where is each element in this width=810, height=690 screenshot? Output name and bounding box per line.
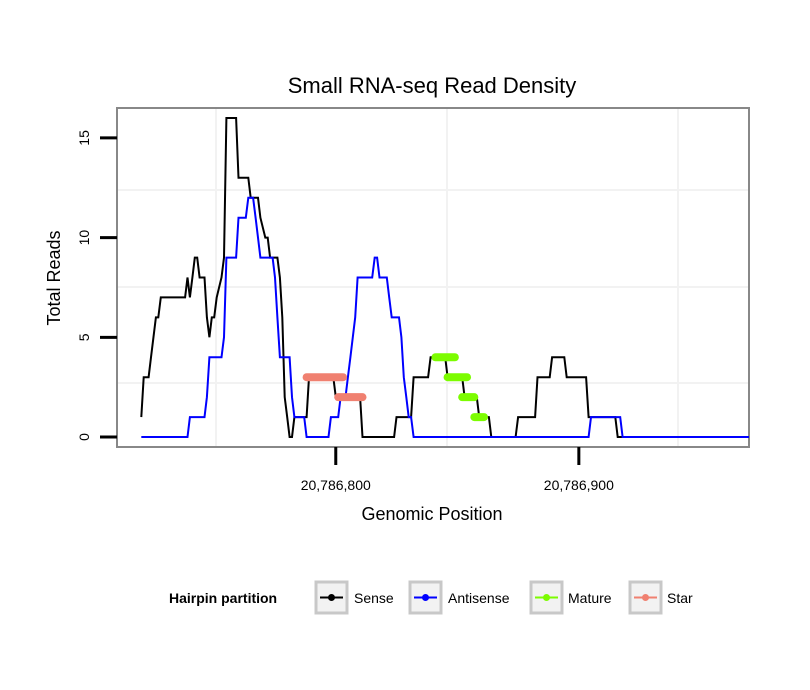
legend: Hairpin partition Sense Antisense Mature St… — [169, 580, 693, 615]
y-tick-label: 5 — [76, 333, 92, 341]
antisense-line — [141, 196, 749, 438]
legend-key-dot — [422, 594, 429, 601]
legend-key-dot — [543, 594, 550, 601]
x-tick-label: 20,786,900 — [544, 477, 614, 493]
legend-label-antisense: Antisense — [448, 590, 510, 606]
y-axis: 0 5 10 15 — [76, 130, 117, 441]
series-layer — [140, 117, 749, 438]
legend-key-dot — [328, 594, 335, 601]
y-tick-label: 10 — [76, 230, 92, 246]
y-axis-title: Total Reads — [44, 230, 64, 325]
x-axis-title: Genomic Position — [361, 504, 502, 524]
x-axis: 20,786,800 20,786,900 — [301, 447, 614, 493]
legend-label-star: Star — [667, 590, 693, 606]
legend-label-mature: Mature — [568, 590, 612, 606]
x-tick-label: 20,786,800 — [301, 477, 371, 493]
legend-title: Hairpin partition — [169, 590, 277, 606]
y-tick-label: 15 — [76, 130, 92, 146]
legend-key-dot — [642, 594, 649, 601]
chart-title: Small RNA-seq Read Density — [288, 73, 577, 98]
legend-label-sense: Sense — [354, 590, 394, 606]
grid-lines — [118, 109, 748, 446]
y-tick-label: 0 — [76, 433, 92, 441]
legend-items: Sense Antisense Mature Star — [314, 580, 693, 615]
plot-panel — [116, 107, 750, 448]
